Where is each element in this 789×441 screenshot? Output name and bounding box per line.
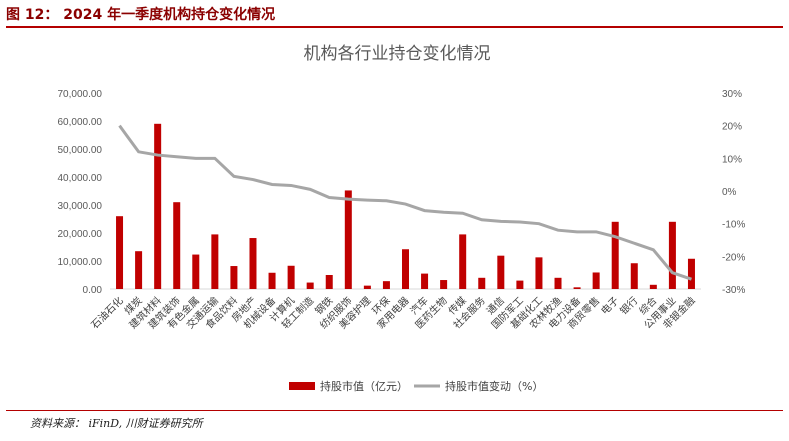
left-tick-label: 70,000.00 bbox=[58, 89, 103, 100]
bar bbox=[516, 280, 524, 289]
bar bbox=[287, 265, 295, 289]
left-tick-label: 60,000.00 bbox=[58, 117, 103, 128]
bar bbox=[116, 216, 124, 289]
left-tick-label: 50,000.00 bbox=[58, 145, 103, 156]
category-label: 电子 bbox=[598, 294, 621, 317]
line-series bbox=[118, 124, 692, 281]
bar bbox=[135, 251, 143, 289]
bar bbox=[249, 238, 257, 289]
left-tick-label: 0.00 bbox=[83, 285, 103, 296]
right-tick-label: -30% bbox=[722, 285, 745, 296]
top-divider bbox=[6, 26, 783, 28]
bar bbox=[306, 282, 314, 289]
bar bbox=[459, 234, 467, 289]
bar bbox=[573, 287, 581, 289]
legend-bar-swatch bbox=[289, 382, 315, 390]
figure-title: 图 12： 2024 年一季度机构持仓变化情况 bbox=[6, 7, 276, 23]
category-label: 银行 bbox=[617, 294, 640, 317]
left-tick-label: 30,000.00 bbox=[58, 201, 103, 212]
bar bbox=[611, 221, 619, 289]
legend-line-label: 持股市值变动（%） bbox=[445, 379, 543, 393]
bar-series bbox=[116, 123, 695, 289]
left-tick-label: 10,000.00 bbox=[58, 257, 103, 268]
category-label: 石油石化 bbox=[88, 294, 125, 331]
bar bbox=[154, 123, 162, 289]
bar bbox=[440, 280, 448, 289]
right-tick-label: 10% bbox=[722, 154, 742, 165]
category-labels: 石油石化煤炭建筑材料建筑装饰有色金属交通运输食品饮料房地产机械设备计算机轻工制造… bbox=[88, 294, 697, 331]
bar bbox=[402, 249, 409, 289]
bar bbox=[230, 266, 238, 289]
left-axis: 0.00 10,000.00 20,000.00 30,000.00 40,000.00… bbox=[58, 89, 103, 296]
bar bbox=[325, 275, 333, 289]
bar bbox=[192, 254, 200, 289]
bar bbox=[478, 277, 486, 289]
bar bbox=[344, 190, 352, 289]
right-tick-label: -20% bbox=[722, 252, 745, 263]
right-tick-label: 0% bbox=[722, 187, 737, 198]
bar bbox=[211, 234, 219, 289]
right-tick-label: -10% bbox=[722, 220, 745, 231]
right-tick-label: 20% bbox=[722, 122, 742, 133]
bar bbox=[535, 257, 543, 289]
bottom-divider bbox=[6, 410, 783, 411]
right-tick-label: 30% bbox=[722, 89, 742, 100]
bar bbox=[382, 281, 390, 289]
legend: 持股市值（亿元） 持股市值变动（%） bbox=[289, 379, 543, 393]
left-tick-label: 40,000.00 bbox=[58, 173, 103, 184]
bar bbox=[668, 221, 676, 289]
bar bbox=[421, 273, 429, 289]
bar bbox=[173, 202, 181, 289]
right-axis: -30% -20% -10% 0% 10% 20% 30% bbox=[722, 89, 745, 296]
bar bbox=[649, 284, 657, 289]
source-note: 资料来源： iFinD, 川财证券研究所 bbox=[30, 417, 203, 430]
chart-title: 机构各行业持仓变化情况 bbox=[304, 44, 491, 64]
bar bbox=[687, 258, 695, 289]
bar bbox=[592, 272, 600, 289]
bar bbox=[268, 272, 276, 289]
bar bbox=[630, 263, 638, 289]
bar bbox=[363, 285, 371, 289]
legend-bar-label: 持股市值（亿元） bbox=[320, 379, 408, 393]
bar bbox=[497, 255, 505, 289]
bar bbox=[554, 277, 562, 289]
left-tick-label: 20,000.00 bbox=[58, 229, 103, 240]
